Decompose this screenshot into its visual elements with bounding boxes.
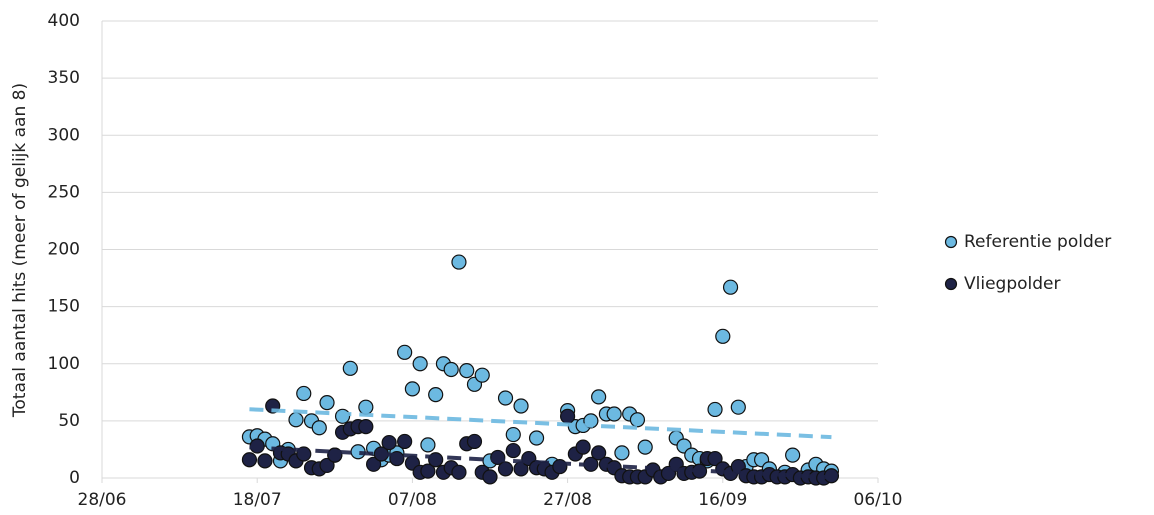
point	[451, 254, 467, 270]
point	[451, 464, 467, 480]
point	[358, 399, 374, 415]
point	[420, 463, 436, 479]
point	[381, 434, 397, 451]
point	[296, 385, 312, 402]
x-tick-label: 27/08	[543, 490, 592, 510]
point	[319, 394, 335, 411]
point	[715, 328, 731, 344]
point	[730, 399, 746, 415]
point	[412, 356, 428, 372]
y-tick-label: 100	[48, 354, 80, 374]
point	[482, 469, 498, 485]
point	[707, 401, 723, 418]
y-tick-label: 300	[48, 125, 80, 145]
trendline	[249, 407, 832, 440]
x-tick-label: 28/06	[78, 490, 127, 510]
legend-label: Referentie polder	[964, 232, 1111, 252]
point	[397, 344, 413, 360]
y-tick-label: 200	[48, 240, 80, 260]
point	[397, 433, 413, 450]
point	[366, 456, 382, 472]
point	[443, 361, 459, 378]
point	[497, 461, 514, 477]
point	[785, 447, 801, 463]
point	[474, 367, 490, 383]
y-tick-label: 50	[58, 411, 80, 431]
point	[606, 406, 622, 422]
point	[591, 445, 607, 461]
point	[311, 420, 327, 436]
point	[358, 418, 374, 435]
y-tick-label: 250	[48, 182, 80, 202]
point	[575, 439, 591, 455]
legend-label: Vliegpolder	[964, 274, 1060, 294]
y-axis-title: Totaal aantal hits (meer of gelijk aan 8…	[10, 83, 30, 418]
point	[342, 360, 358, 376]
y-tick-label: 400	[48, 11, 80, 31]
point	[722, 279, 739, 295]
point	[591, 389, 607, 405]
x-tick-label: 06/10	[854, 490, 903, 510]
point	[459, 363, 475, 379]
point	[559, 408, 576, 424]
point	[505, 442, 521, 459]
point	[334, 408, 351, 424]
point	[241, 452, 258, 468]
point	[257, 453, 273, 469]
point	[629, 412, 646, 428]
point	[466, 433, 483, 450]
x-tick-label: 18/07	[233, 490, 282, 510]
y-tick-label: 0	[69, 468, 80, 488]
point	[404, 381, 420, 397]
point	[707, 450, 723, 467]
point	[319, 457, 335, 474]
x-tick-label: 16/09	[698, 490, 747, 510]
point	[497, 390, 514, 406]
point	[528, 430, 545, 446]
point	[513, 398, 529, 414]
y-tick-label: 150	[48, 297, 80, 317]
point	[428, 386, 444, 403]
y-tick-label: 350	[48, 68, 80, 88]
point	[505, 426, 521, 443]
point	[288, 412, 304, 428]
x-tick-label: 07/08	[388, 490, 437, 510]
point	[420, 437, 436, 453]
legend-marker	[944, 277, 958, 291]
point	[637, 439, 653, 455]
point	[614, 445, 630, 461]
trendline	[249, 445, 832, 480]
legend-marker	[944, 235, 958, 249]
